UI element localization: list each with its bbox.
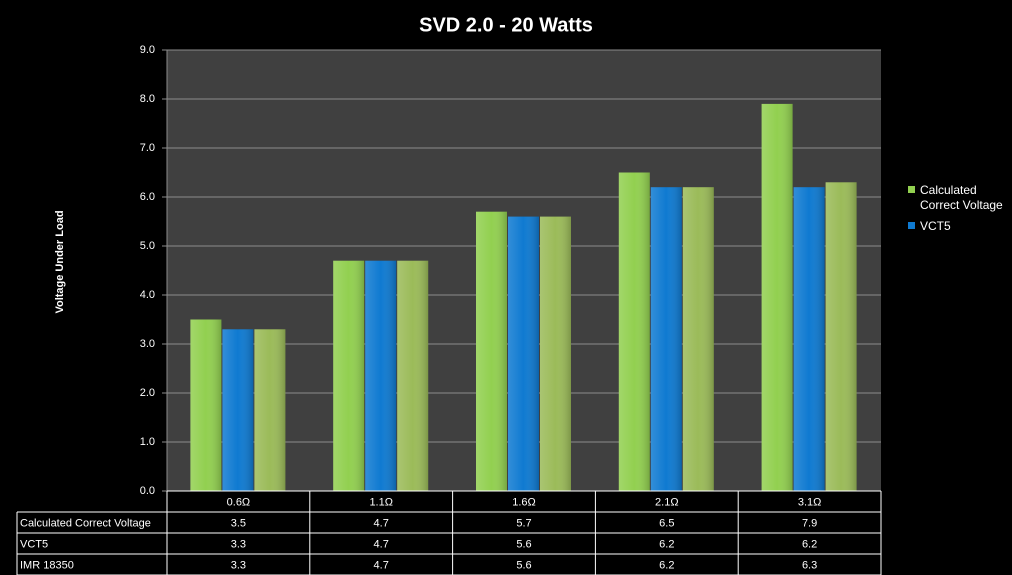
- bar-shade: [365, 260, 397, 491]
- chart-title: SVD 2.0 - 20 Watts: [419, 14, 593, 36]
- table-cell: 5.6: [516, 559, 531, 571]
- bar-shade: [190, 319, 222, 491]
- bar-shade: [540, 216, 571, 491]
- legend-swatch: [908, 186, 915, 193]
- table-cell: 3.3: [231, 559, 246, 571]
- table-cell: 6.2: [802, 538, 817, 550]
- x-tick-label: 1.1Ω: [369, 496, 393, 508]
- y-axis-label: Voltage Under Load: [54, 210, 66, 313]
- table-cell: 5.6: [516, 538, 531, 550]
- table-row-label: VCT5: [20, 538, 48, 550]
- bar-shade: [333, 260, 365, 491]
- legend-swatch: [908, 222, 915, 229]
- table-cell: 6.3: [802, 559, 817, 571]
- table-row-label: IMR 18350: [20, 559, 74, 571]
- table-cell: 4.7: [374, 538, 389, 550]
- x-tick-label: 1.6Ω: [512, 496, 536, 508]
- legend-item: VCT5: [908, 219, 1008, 234]
- y-tick-label: 3.0: [140, 338, 155, 350]
- x-tick-label: 0.6Ω: [227, 496, 251, 508]
- y-tick-label: 1.0: [140, 436, 155, 448]
- bar-shade: [222, 329, 254, 491]
- y-tick-label: 7.0: [140, 142, 155, 154]
- table-row-label: Calculated Correct Voltage: [20, 517, 151, 529]
- y-tick-label: 4.0: [140, 289, 155, 301]
- bar-shade: [682, 187, 714, 491]
- bar-shade: [476, 211, 507, 491]
- table-cell: 5.7: [516, 517, 531, 529]
- bar-shade: [254, 329, 286, 491]
- legend-item: Calculated Correct Voltage: [908, 183, 1008, 213]
- table-cell: 7.9: [802, 517, 817, 529]
- y-tick-label: 2.0: [140, 387, 155, 399]
- x-tick-label: 3.1Ω: [798, 496, 822, 508]
- bar-shade: [397, 260, 429, 491]
- y-tick-label: 9.0: [140, 44, 155, 56]
- table-cell: 6.5: [659, 517, 674, 529]
- bar-shade: [793, 187, 825, 491]
- x-tick-label: 2.1Ω: [655, 496, 679, 508]
- y-tick-label: 0.0: [140, 485, 155, 497]
- bar-shade: [650, 187, 682, 491]
- table-cell: 3.3: [231, 538, 246, 550]
- legend: Calculated Correct Voltage VCT5: [908, 183, 1008, 240]
- bar-shade: [618, 172, 650, 491]
- table-cell: 6.2: [659, 538, 674, 550]
- table-cell: 4.7: [374, 559, 389, 571]
- legend-label: Calculated Correct Voltage: [920, 183, 1003, 212]
- y-tick-label: 6.0: [140, 191, 155, 203]
- bar-shade: [761, 103, 793, 492]
- table-cell: 4.7: [374, 517, 389, 529]
- y-tick-label: 5.0: [140, 240, 155, 252]
- table-cell: 3.5: [231, 517, 246, 529]
- bar-shade: [825, 182, 857, 492]
- y-tick-label: 8.0: [140, 93, 155, 105]
- table-cell: 6.2: [659, 559, 674, 571]
- bar-shade: [508, 216, 539, 491]
- legend-label: VCT5: [920, 219, 951, 233]
